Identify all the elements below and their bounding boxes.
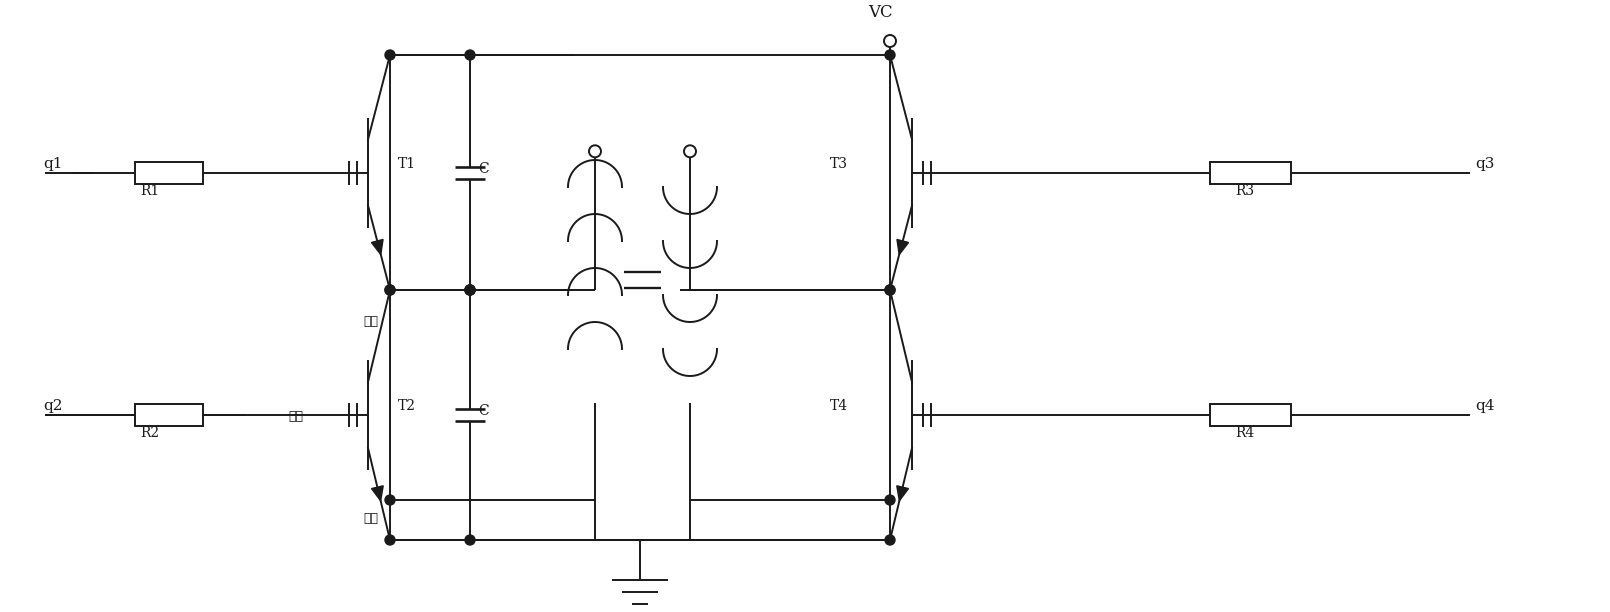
Circle shape: [465, 50, 475, 60]
Text: R4: R4: [1235, 426, 1254, 440]
Text: T2: T2: [398, 399, 415, 413]
Text: q4: q4: [1475, 399, 1494, 413]
Bar: [135, 162, 203, 184]
Circle shape: [684, 145, 696, 157]
Text: T1: T1: [398, 157, 415, 171]
Bar: [1209, 404, 1291, 426]
Circle shape: [465, 535, 475, 545]
Polygon shape: [897, 486, 908, 501]
Text: C: C: [478, 162, 488, 176]
Circle shape: [465, 285, 475, 295]
Polygon shape: [372, 486, 383, 501]
Circle shape: [884, 35, 897, 47]
Circle shape: [385, 495, 394, 505]
Text: q1: q1: [43, 157, 63, 171]
Text: R1: R1: [140, 184, 159, 198]
Text: 漏极: 漏极: [362, 512, 378, 525]
Bar: [1209, 162, 1291, 184]
Circle shape: [385, 285, 394, 295]
Text: 源极: 源极: [362, 315, 378, 328]
Text: C: C: [478, 404, 488, 418]
Circle shape: [385, 535, 394, 545]
Bar: [135, 404, 203, 426]
Polygon shape: [372, 239, 383, 255]
Circle shape: [465, 285, 475, 295]
Polygon shape: [897, 239, 908, 255]
Text: q3: q3: [1475, 157, 1494, 171]
Circle shape: [465, 285, 475, 295]
Text: T4: T4: [831, 399, 848, 413]
Circle shape: [385, 285, 394, 295]
Circle shape: [385, 50, 394, 60]
Text: 栅极: 栅极: [288, 410, 303, 423]
Circle shape: [886, 50, 895, 60]
Circle shape: [589, 145, 601, 157]
Text: R2: R2: [140, 426, 159, 440]
Circle shape: [886, 285, 895, 295]
Circle shape: [886, 285, 895, 295]
Text: q2: q2: [43, 399, 63, 413]
Circle shape: [886, 535, 895, 545]
Circle shape: [886, 495, 895, 505]
Text: T3: T3: [831, 157, 848, 171]
Text: VC: VC: [868, 4, 892, 21]
Text: R3: R3: [1235, 184, 1254, 198]
